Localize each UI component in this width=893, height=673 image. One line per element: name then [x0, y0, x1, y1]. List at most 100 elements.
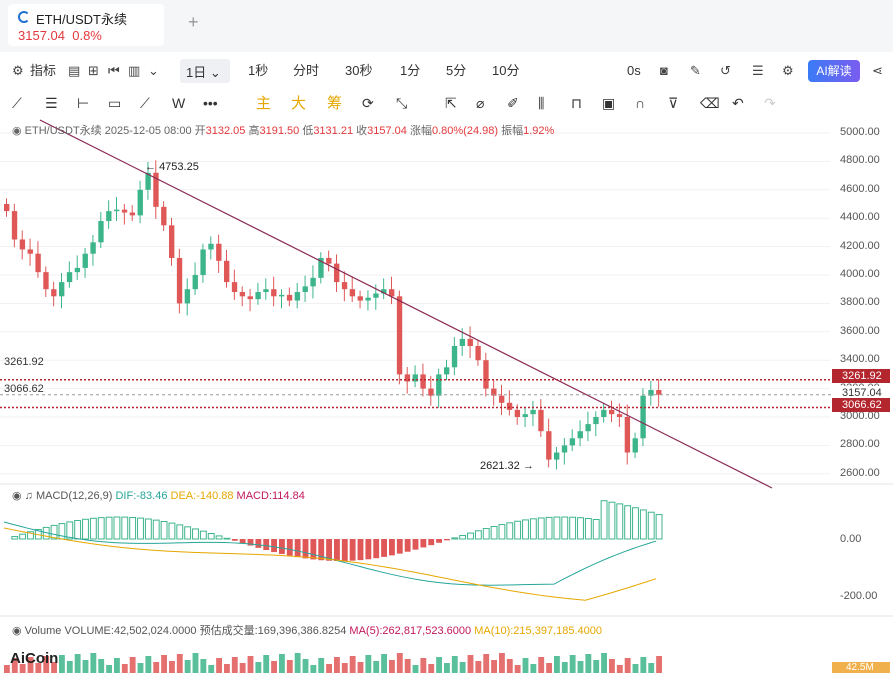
chart-type-dropdown-icon[interactable]: ⌄ — [148, 63, 159, 78]
macd-bar — [152, 519, 160, 540]
volume-bar — [263, 655, 270, 673]
period-selector[interactable]: 1日 ⌄ — [180, 59, 230, 83]
period-10m[interactable]: 10分 — [492, 63, 520, 78]
volume-bar — [499, 653, 505, 673]
macd-bar — [302, 539, 309, 559]
ruler-icon[interactable]: ⌀ — [476, 95, 485, 111]
candle-body — [302, 286, 308, 293]
macd-bar — [632, 507, 639, 540]
period-1s[interactable]: 1秒 — [248, 63, 269, 78]
candle-body — [318, 257, 324, 278]
volume-bar — [428, 664, 435, 673]
replay-icon[interactable]: ⏮ — [108, 63, 120, 78]
candle-body — [271, 289, 277, 297]
volume-bar — [444, 663, 450, 673]
volume-bar — [569, 655, 576, 673]
ai-interpret-button[interactable]: AI解读 — [808, 60, 860, 82]
high-label: 高 — [248, 125, 260, 137]
macd-bar — [482, 528, 490, 540]
kline-icon[interactable]: ⫼ — [538, 95, 545, 111]
image-icon[interactable]: ▣ — [602, 95, 616, 111]
candle-body — [216, 243, 222, 261]
macd-bar — [74, 519, 82, 540]
candle-body — [66, 272, 73, 283]
trash-icon[interactable]: ⌫ — [700, 95, 720, 111]
cursor-icon[interactable]: ⇱ — [445, 95, 457, 111]
volume-bar — [271, 661, 277, 673]
price-axis-label: 4600.00 — [840, 182, 880, 195]
macd-bar — [144, 518, 152, 540]
macd-bar — [608, 501, 616, 540]
lock-icon[interactable]: ⊓ — [571, 95, 582, 111]
eye-icon[interactable]: ◉ — [12, 125, 22, 137]
eye-icon[interactable]: ◉ — [12, 490, 22, 502]
period-30s[interactable]: 30秒 — [345, 63, 373, 78]
indicator-icon[interactable]: ⚙ — [12, 63, 24, 78]
chart-type-icon[interactable]: ▥ — [128, 63, 141, 78]
macd-bar — [537, 517, 545, 540]
volume-bar — [255, 662, 262, 673]
trendline-tool-icon[interactable]: ⟋ — [12, 95, 22, 111]
countdown-label: 0s — [627, 63, 641, 78]
macd-bar — [247, 539, 254, 546]
volume-bar — [145, 656, 152, 673]
layout-icon[interactable]: ▤ — [68, 63, 81, 78]
volume-bar — [208, 665, 215, 673]
candle-body — [349, 289, 356, 297]
bell-icon[interactable]: ♫ — [24, 490, 33, 502]
magnet-icon[interactable]: ∩ — [635, 95, 646, 111]
wave-tool-icon[interactable]: W — [172, 95, 186, 111]
menu-icon[interactable]: ☰ — [752, 63, 764, 78]
fullscreen-icon[interactable]: ⊞ — [88, 63, 99, 78]
horizontal-line-tool-icon[interactable]: ⊢ — [77, 95, 90, 111]
sync-icon[interactable]: ⟳ — [362, 95, 374, 111]
candle-body — [27, 249, 33, 254]
camera-icon[interactable]: ◙ — [660, 63, 668, 78]
volume-bar — [467, 655, 474, 673]
big-order-tool[interactable]: 大 — [291, 95, 307, 112]
indicator-button[interactable]: 指标 — [30, 63, 57, 78]
undo-layout-icon[interactable]: ↺ — [720, 63, 731, 78]
candle-body — [593, 417, 599, 425]
period-5m[interactable]: 5分 — [446, 63, 467, 78]
rectangle-tool-icon[interactable]: ▭ — [108, 95, 122, 111]
candle-body — [279, 294, 285, 297]
volume-bar — [200, 659, 207, 673]
volume-bar — [538, 657, 545, 673]
redo-icon[interactable]: ↷ — [764, 95, 776, 111]
filter-icon[interactable]: ⊽ — [668, 95, 679, 111]
add-tab-button[interactable]: + — [188, 12, 199, 32]
settings-icon[interactable]: ⚙ — [782, 63, 794, 78]
volume-bar — [326, 664, 332, 673]
macd-bar — [404, 539, 411, 552]
eye-icon[interactable]: ◉ — [12, 625, 22, 637]
macd-bar — [639, 509, 647, 540]
period-timeshare[interactable]: 分时 — [293, 63, 320, 78]
pen-icon[interactable]: ✎ — [690, 63, 701, 78]
candle-body — [640, 395, 646, 439]
measure-icon[interactable]: ⤡ — [396, 95, 408, 111]
share-icon[interactable]: ⋖ — [872, 63, 883, 78]
main-force-tool[interactable]: 主 — [256, 95, 272, 112]
volume-bar — [404, 659, 411, 673]
parallel-tool-icon[interactable]: ☰ — [45, 95, 58, 111]
candle-body — [239, 292, 246, 297]
ray-tool-icon[interactable]: ⟋ — [140, 95, 150, 111]
volume-estimate: 预估成交量:169,396,386.8254 — [199, 625, 347, 637]
undo-icon[interactable]: ↶ — [732, 95, 744, 111]
chip-tool[interactable]: 筹 — [327, 95, 343, 112]
candle-body — [436, 374, 442, 396]
volume-bar — [381, 654, 387, 673]
upper-level-tag: 3261.92 — [832, 369, 890, 383]
brush-icon[interactable]: ✐ — [507, 95, 519, 111]
low-label: 低 — [302, 125, 314, 137]
ohlc-info: ◉ ETH/USDT永续 2025-12-05 08:00 开3132.05 高… — [12, 122, 554, 138]
candle-body — [176, 257, 183, 304]
macd-bar — [121, 516, 129, 540]
more-tools-icon[interactable]: ••• — [203, 95, 218, 111]
candle-body — [475, 346, 481, 361]
period-1m[interactable]: 1分 — [400, 63, 421, 78]
tab-eth-usdt[interactable]: ETH/USDT永续 3157.04 0.8% — [8, 4, 164, 46]
candle-body — [263, 289, 269, 293]
